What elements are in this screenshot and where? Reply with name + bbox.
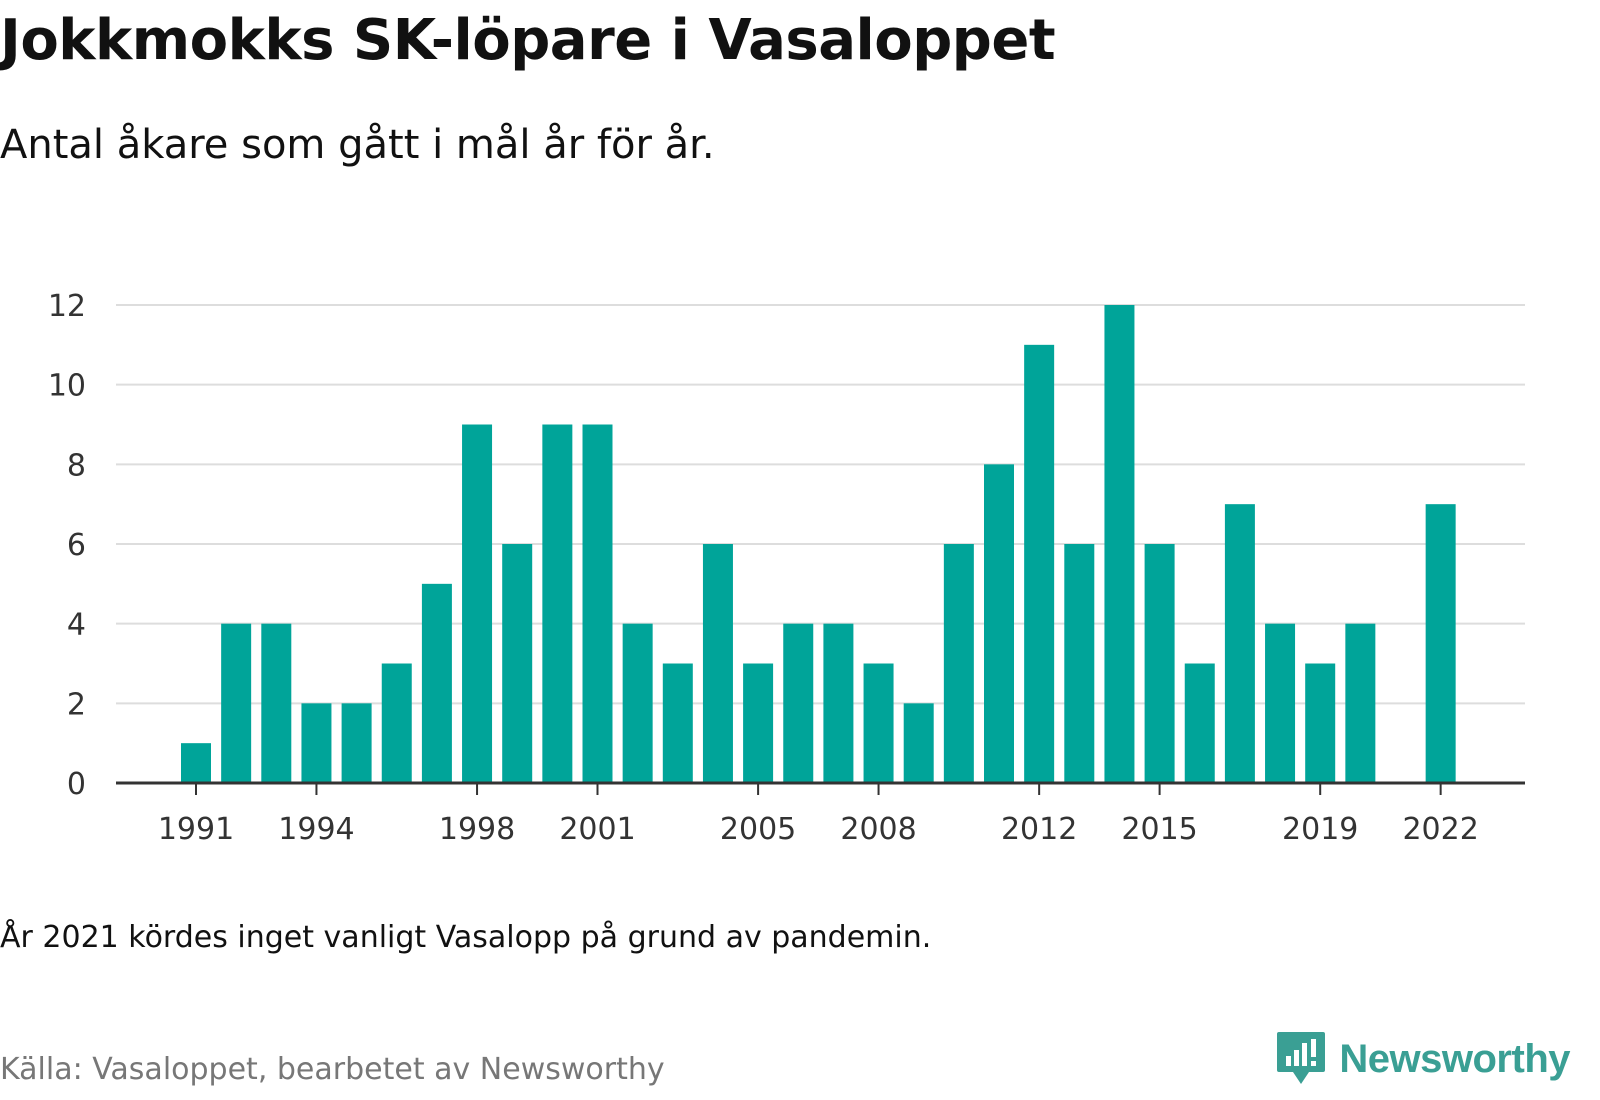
bar-2004 (702, 544, 733, 783)
x-tick-label: 2012 (1001, 812, 1077, 847)
bar-2019 (1305, 663, 1336, 783)
bar-2016 (1184, 663, 1215, 783)
bar-1993 (261, 623, 292, 783)
x-tick-label: 1994 (278, 812, 354, 847)
x-tick-label: 2005 (720, 812, 796, 847)
y-tick-label: 10 (48, 369, 86, 404)
brand-name: Newsworthy (1339, 1036, 1570, 1081)
bar-2009 (903, 703, 934, 783)
bar-1995 (341, 703, 372, 783)
chart-title: Jokkmokks SK-löpare i Vasaloppet (0, 8, 1056, 73)
bar-chart: 0 2 4 6 8 10 12 1991 1994 1998 2001 2005 2008 2012 201… (48, 289, 1525, 847)
x-tick-label: 2022 (1402, 812, 1478, 847)
bar-2017 (1224, 504, 1255, 783)
bar-1994 (301, 703, 332, 783)
y-tick-label: 4 (67, 608, 86, 643)
source-credit: Källa: Vasaloppet, bearbetet av Newswort… (0, 1052, 665, 1087)
bar-2022 (1425, 504, 1456, 783)
y-tick-label: 2 (67, 687, 86, 722)
chart-note: År 2021 kördes inget vanligt Vasalopp på… (0, 920, 932, 955)
x-tick-label: 1991 (158, 812, 234, 847)
bar-2018 (1265, 623, 1296, 783)
bar-1992 (221, 623, 252, 783)
bar-1999 (502, 544, 533, 783)
y-tick-label: 8 (67, 448, 86, 483)
bar-2014 (1104, 305, 1135, 783)
x-tick-label: 2019 (1282, 812, 1358, 847)
bars (181, 305, 1456, 783)
bar-2006 (783, 623, 814, 783)
bar-2000 (542, 424, 573, 783)
x-tick-label: 2001 (559, 812, 635, 847)
bar-2013 (1064, 544, 1095, 783)
bar-1998 (462, 424, 493, 783)
bar-1996 (381, 663, 412, 783)
bar-2011 (984, 464, 1014, 783)
bar-2003 (662, 663, 693, 783)
bar-2008 (863, 663, 894, 783)
x-tick-label: 2008 (840, 812, 916, 847)
bar-2010 (943, 544, 974, 783)
bar-2002 (622, 623, 653, 783)
x-tick-label: 2015 (1121, 812, 1197, 847)
axes: 0 2 4 6 8 10 12 1991 1994 1998 2001 2005 2008 2012 201… (48, 289, 1525, 847)
bar-2015 (1144, 544, 1175, 783)
y-tick-label: 6 (67, 528, 86, 563)
brand-logo: Newsworthy (1275, 1030, 1570, 1088)
y-tick-label: 12 (48, 289, 86, 324)
bar-2007 (823, 623, 854, 783)
chart-subtitle: Antal åkare som gått i mål år för år. (0, 122, 715, 168)
x-tick-label: 1998 (439, 812, 515, 847)
bar-2012 (1024, 344, 1055, 783)
bar-2005 (743, 663, 774, 783)
bar-1997 (421, 583, 452, 783)
gridlines (116, 304, 1525, 705)
bar-1991 (181, 743, 211, 783)
y-tick-label: 0 (67, 767, 86, 802)
bar-2001 (582, 424, 613, 783)
newsworthy-logo-icon (1277, 1032, 1326, 1084)
bar-2020 (1345, 623, 1376, 783)
